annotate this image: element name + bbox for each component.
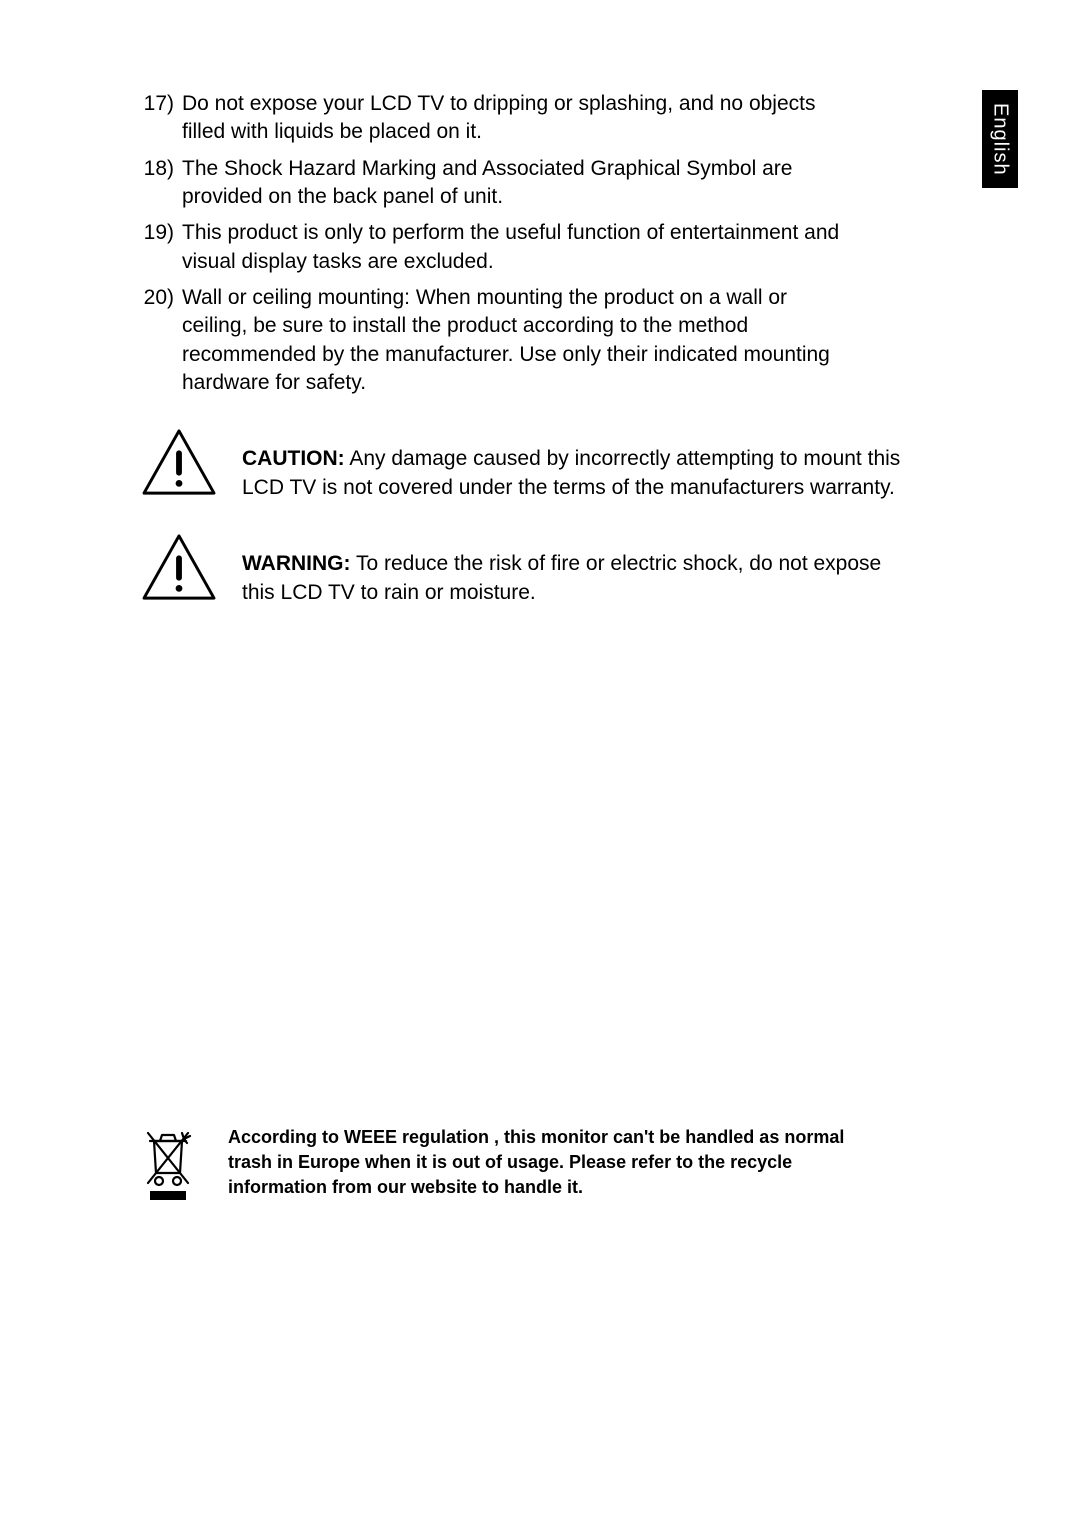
weee-notice: According to WEEE regulation , this moni…: [140, 1125, 970, 1208]
list-item-text: Wall or ceiling mounting: When mounting …: [182, 284, 970, 397]
warning-text: WARNING: To reduce the risk of fire or e…: [242, 532, 970, 607]
caution-notice: CAUTION: Any damage caused by incorrectl…: [140, 427, 970, 502]
list-item: 19) This product is only to perform the …: [140, 219, 970, 276]
list-item: 17) Do not expose your LCD TV to drippin…: [140, 90, 970, 147]
list-item-text: This product is only to perform the usef…: [182, 219, 970, 276]
instruction-list: 17) Do not expose your LCD TV to drippin…: [140, 90, 970, 397]
language-tab: English: [982, 90, 1018, 188]
document-page: English 17) Do not expose your LCD TV to…: [0, 0, 1080, 1528]
list-item-number: 19): [140, 219, 182, 276]
caution-lead: CAUTION:: [242, 447, 345, 470]
warning-triangle-icon: [140, 427, 218, 502]
list-item: 20) Wall or ceiling mounting: When mount…: [140, 284, 970, 397]
list-item: 18) The Shock Hazard Marking and Associa…: [140, 155, 970, 212]
list-item-number: 18): [140, 155, 182, 212]
warning-lead: WARNING:: [242, 552, 351, 575]
list-item-text: Do not expose your LCD TV to dripping or…: [182, 90, 970, 147]
list-item-text: The Shock Hazard Marking and Associated …: [182, 155, 970, 212]
language-tab-label: English: [989, 103, 1012, 176]
warning-triangle-icon: [140, 532, 218, 607]
warning-notice: WARNING: To reduce the risk of fire or e…: [140, 532, 970, 607]
list-item-number: 17): [140, 90, 182, 147]
weee-bin-icon: [140, 1125, 196, 1208]
weee-text: According to WEEE regulation , this moni…: [228, 1125, 970, 1201]
caution-text: CAUTION: Any damage caused by incorrectl…: [242, 427, 970, 502]
list-item-number: 20): [140, 284, 182, 397]
